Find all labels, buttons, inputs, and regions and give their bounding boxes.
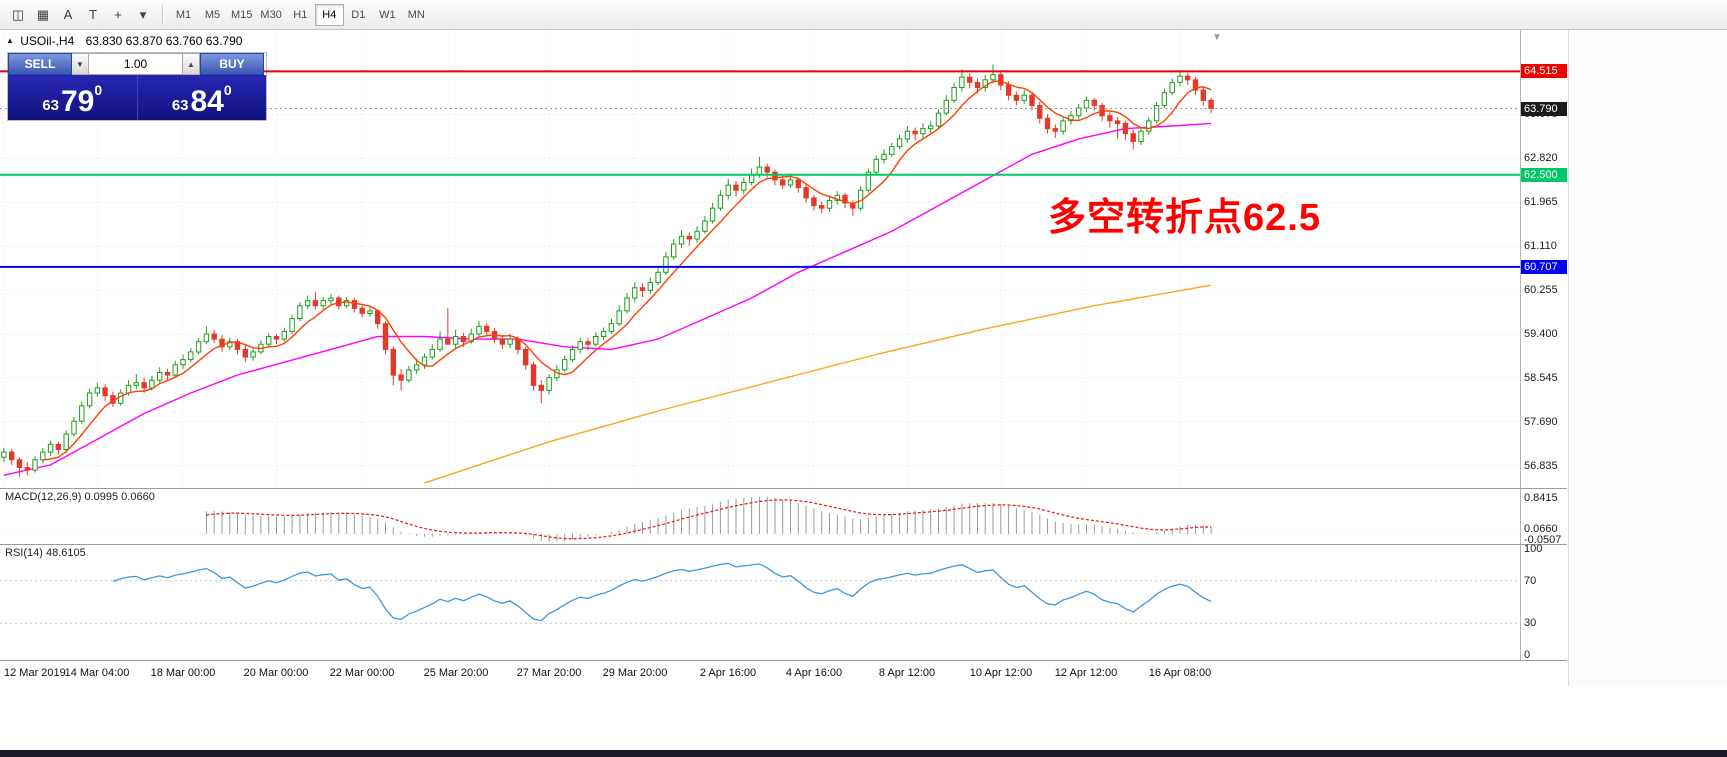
- ma-slow-line: [424, 284, 1212, 484]
- sell-button[interactable]: SELL: [8, 53, 72, 75]
- price-axis-label: 58.545: [1524, 372, 1558, 384]
- hline-price-badge: 60.707: [1521, 260, 1567, 274]
- rsi-plot: [0, 562, 1520, 624]
- volume-input[interactable]: [89, 53, 183, 75]
- scroll-to-end-icon[interactable]: ▼: [1212, 32, 1222, 43]
- rsi-axis: 100 70 30 0: [1520, 543, 1567, 661]
- time-axis-label: 4 Apr 16:00: [785, 667, 843, 679]
- hline-price-badge: 62.500: [1521, 168, 1567, 182]
- price-axis-label: 56.835: [1524, 460, 1558, 472]
- grid: [0, 30, 1520, 488]
- macd-histogram: [205, 496, 1212, 542]
- symbol-period: USOil-,H4: [20, 34, 75, 48]
- window-bottom-edge: [0, 750, 1727, 757]
- grid-icon[interactable]: ▦: [36, 6, 50, 22]
- current-price-badge: 63.790: [1521, 102, 1567, 116]
- rsi-line: [112, 562, 1212, 622]
- macd-axis-label: 0.8415: [1524, 492, 1558, 504]
- ma-fast-line: [42, 80, 1212, 461]
- macd-signal-line: [206, 499, 1212, 540]
- price-axis-label: 60.255: [1524, 284, 1558, 296]
- timeframe-button-d1[interactable]: D1: [351, 8, 366, 21]
- price-axis-label: 62.820: [1524, 152, 1558, 164]
- buy-price-prefix: 63: [171, 97, 189, 114]
- time-axis-label: 25 Mar 20:00: [423, 667, 489, 679]
- candlestick-series: [1, 64, 1214, 477]
- hline-price-badge: 64.515: [1521, 64, 1567, 78]
- main-chart-plot[interactable]: [0, 30, 1520, 488]
- timeframe-button-m15[interactable]: M15: [231, 8, 253, 21]
- toolbar: ◫ ▦ A T + ▾ M1 M5 M15 M30 H1 H4 D1 W1 MN: [0, 0, 1727, 30]
- macd-axis-label: -0.0507: [1524, 534, 1562, 546]
- crosshair-icon[interactable]: +: [114, 7, 122, 22]
- text-annotation-icon[interactable]: A: [63, 7, 73, 22]
- rsi-axis-label: 70: [1524, 575, 1537, 587]
- text-box-icon[interactable]: T: [89, 7, 97, 22]
- time-axis-label: 18 Mar 00:00: [150, 667, 216, 679]
- chart-type-icon[interactable]: ◫: [11, 6, 25, 22]
- time-axis-label: 12 Apr 12:00: [1054, 667, 1118, 679]
- timeframe-button-w1[interactable]: W1: [379, 8, 396, 21]
- time-axis-label: 14 Mar 04:00: [64, 667, 130, 679]
- rsi-axis-label: 30: [1524, 617, 1537, 629]
- time-axis-label: 8 Apr 12:00: [878, 667, 936, 679]
- timeframe-button-m1[interactable]: M1: [175, 8, 192, 21]
- macd-plot: [0, 496, 1520, 542]
- timeframe-toolbar: M1 M5 M15 M30 H1 H4 D1 W1 MN: [169, 3, 431, 26]
- rsi-axis-label: 0: [1524, 649, 1531, 661]
- buy-button[interactable]: BUY: [200, 53, 264, 75]
- price-axis: 63.67562.82061.96561.11060.25559.40058.5…: [1520, 30, 1567, 488]
- time-axis-label: 22 Mar 00:00: [329, 667, 395, 679]
- trade-controls-row: SELL ▼ ▲ BUY: [8, 53, 266, 75]
- time-axis-label: 20 Mar 00:00: [243, 667, 309, 679]
- time-axis-label: 12 Mar 2019: [4, 667, 66, 679]
- time-axis: 12 Mar 2019 14 Mar 04:00 18 Mar 00:00 20 Ma…: [0, 660, 1567, 686]
- dropdown-arrow-icon[interactable]: ▾: [139, 6, 147, 22]
- timeframe-button-h1[interactable]: H1: [293, 8, 308, 21]
- one-click-trading-panel: SELL ▼ ▲ BUY 63 79 0 63 84 0: [8, 53, 266, 120]
- window-right-area: [1568, 30, 1727, 686]
- time-axis-label: 2 Apr 16:00: [699, 667, 757, 679]
- price-axis-label: 59.400: [1524, 328, 1558, 340]
- trade-prices-row: 63 79 0 63 84 0: [8, 75, 266, 120]
- timeframe-button-h4[interactable]: H4: [314, 3, 344, 26]
- main-chart-area[interactable]: ▲ USOil-,H4 63.830 63.870 63.760 63.790 …: [0, 30, 1567, 488]
- time-axis-label: 10 Apr 12:00: [969, 667, 1033, 679]
- sell-price-display[interactable]: 63 79 0: [8, 75, 137, 120]
- rsi-axis-label: 100: [1524, 543, 1543, 555]
- macd-indicator-label: MACD(12,26,9) 0.0995 0.0660: [5, 491, 155, 503]
- timeframe-button-m5[interactable]: M5: [204, 8, 221, 21]
- volume-decrease-button[interactable]: ▼: [72, 53, 89, 75]
- buy-price-pip: 0: [223, 82, 232, 98]
- ma-mid-line: [3, 122, 1212, 476]
- chart-marker-icon: ▲: [6, 36, 14, 45]
- sell-price-pip: 0: [94, 82, 103, 98]
- chart-annotation-text: 多空转折点62.5: [1048, 197, 1321, 239]
- price-axis-label: 57.690: [1524, 416, 1558, 428]
- price-axis-label: 61.110: [1524, 240, 1557, 252]
- sell-price-prefix: 63: [42, 97, 59, 114]
- buy-price-display[interactable]: 63 84 0: [136, 75, 267, 120]
- symbol-ohlc-line: ▲ USOil-,H4 63.830 63.870 63.760 63.790: [6, 34, 242, 48]
- time-axis-label: 27 Mar 20:00: [516, 667, 582, 679]
- window-bottom-area: [0, 686, 1727, 750]
- timeframe-button-mn[interactable]: MN: [407, 8, 425, 21]
- rsi-panel[interactable]: RSI(14) 48.6105 100 70 30 0: [0, 543, 1567, 661]
- macd-panel[interactable]: MACD(12,26,9) 0.0995 0.0660 0.8415 0.0660…: [0, 488, 1567, 546]
- time-axis-label: 16 Apr 08:00: [1148, 667, 1212, 679]
- chart-window: ▲ USOil-,H4 63.830 63.870 63.760 63.790 …: [0, 30, 1567, 686]
- toolbar-icons: ◫ ▦ A T + ▾: [6, 3, 156, 27]
- timeframe-button-m30[interactable]: M30: [260, 8, 282, 21]
- macd-axis-label: 0.0660: [1524, 523, 1558, 535]
- toolbar-separator: [162, 4, 163, 25]
- ohlc-values: 63.830 63.870 63.760 63.790: [85, 34, 243, 48]
- sell-price-main: 79: [61, 85, 95, 119]
- time-axis-label: 29 Mar 20:00: [602, 667, 668, 679]
- price-axis-label: 61.965: [1524, 196, 1558, 208]
- buy-price-main: 84: [190, 85, 224, 119]
- macd-axis: 0.8415 0.0660 -0.0507: [1520, 489, 1567, 546]
- volume-increase-button[interactable]: ▲: [183, 53, 200, 75]
- rsi-indicator-label: RSI(14) 48.6105: [5, 547, 86, 559]
